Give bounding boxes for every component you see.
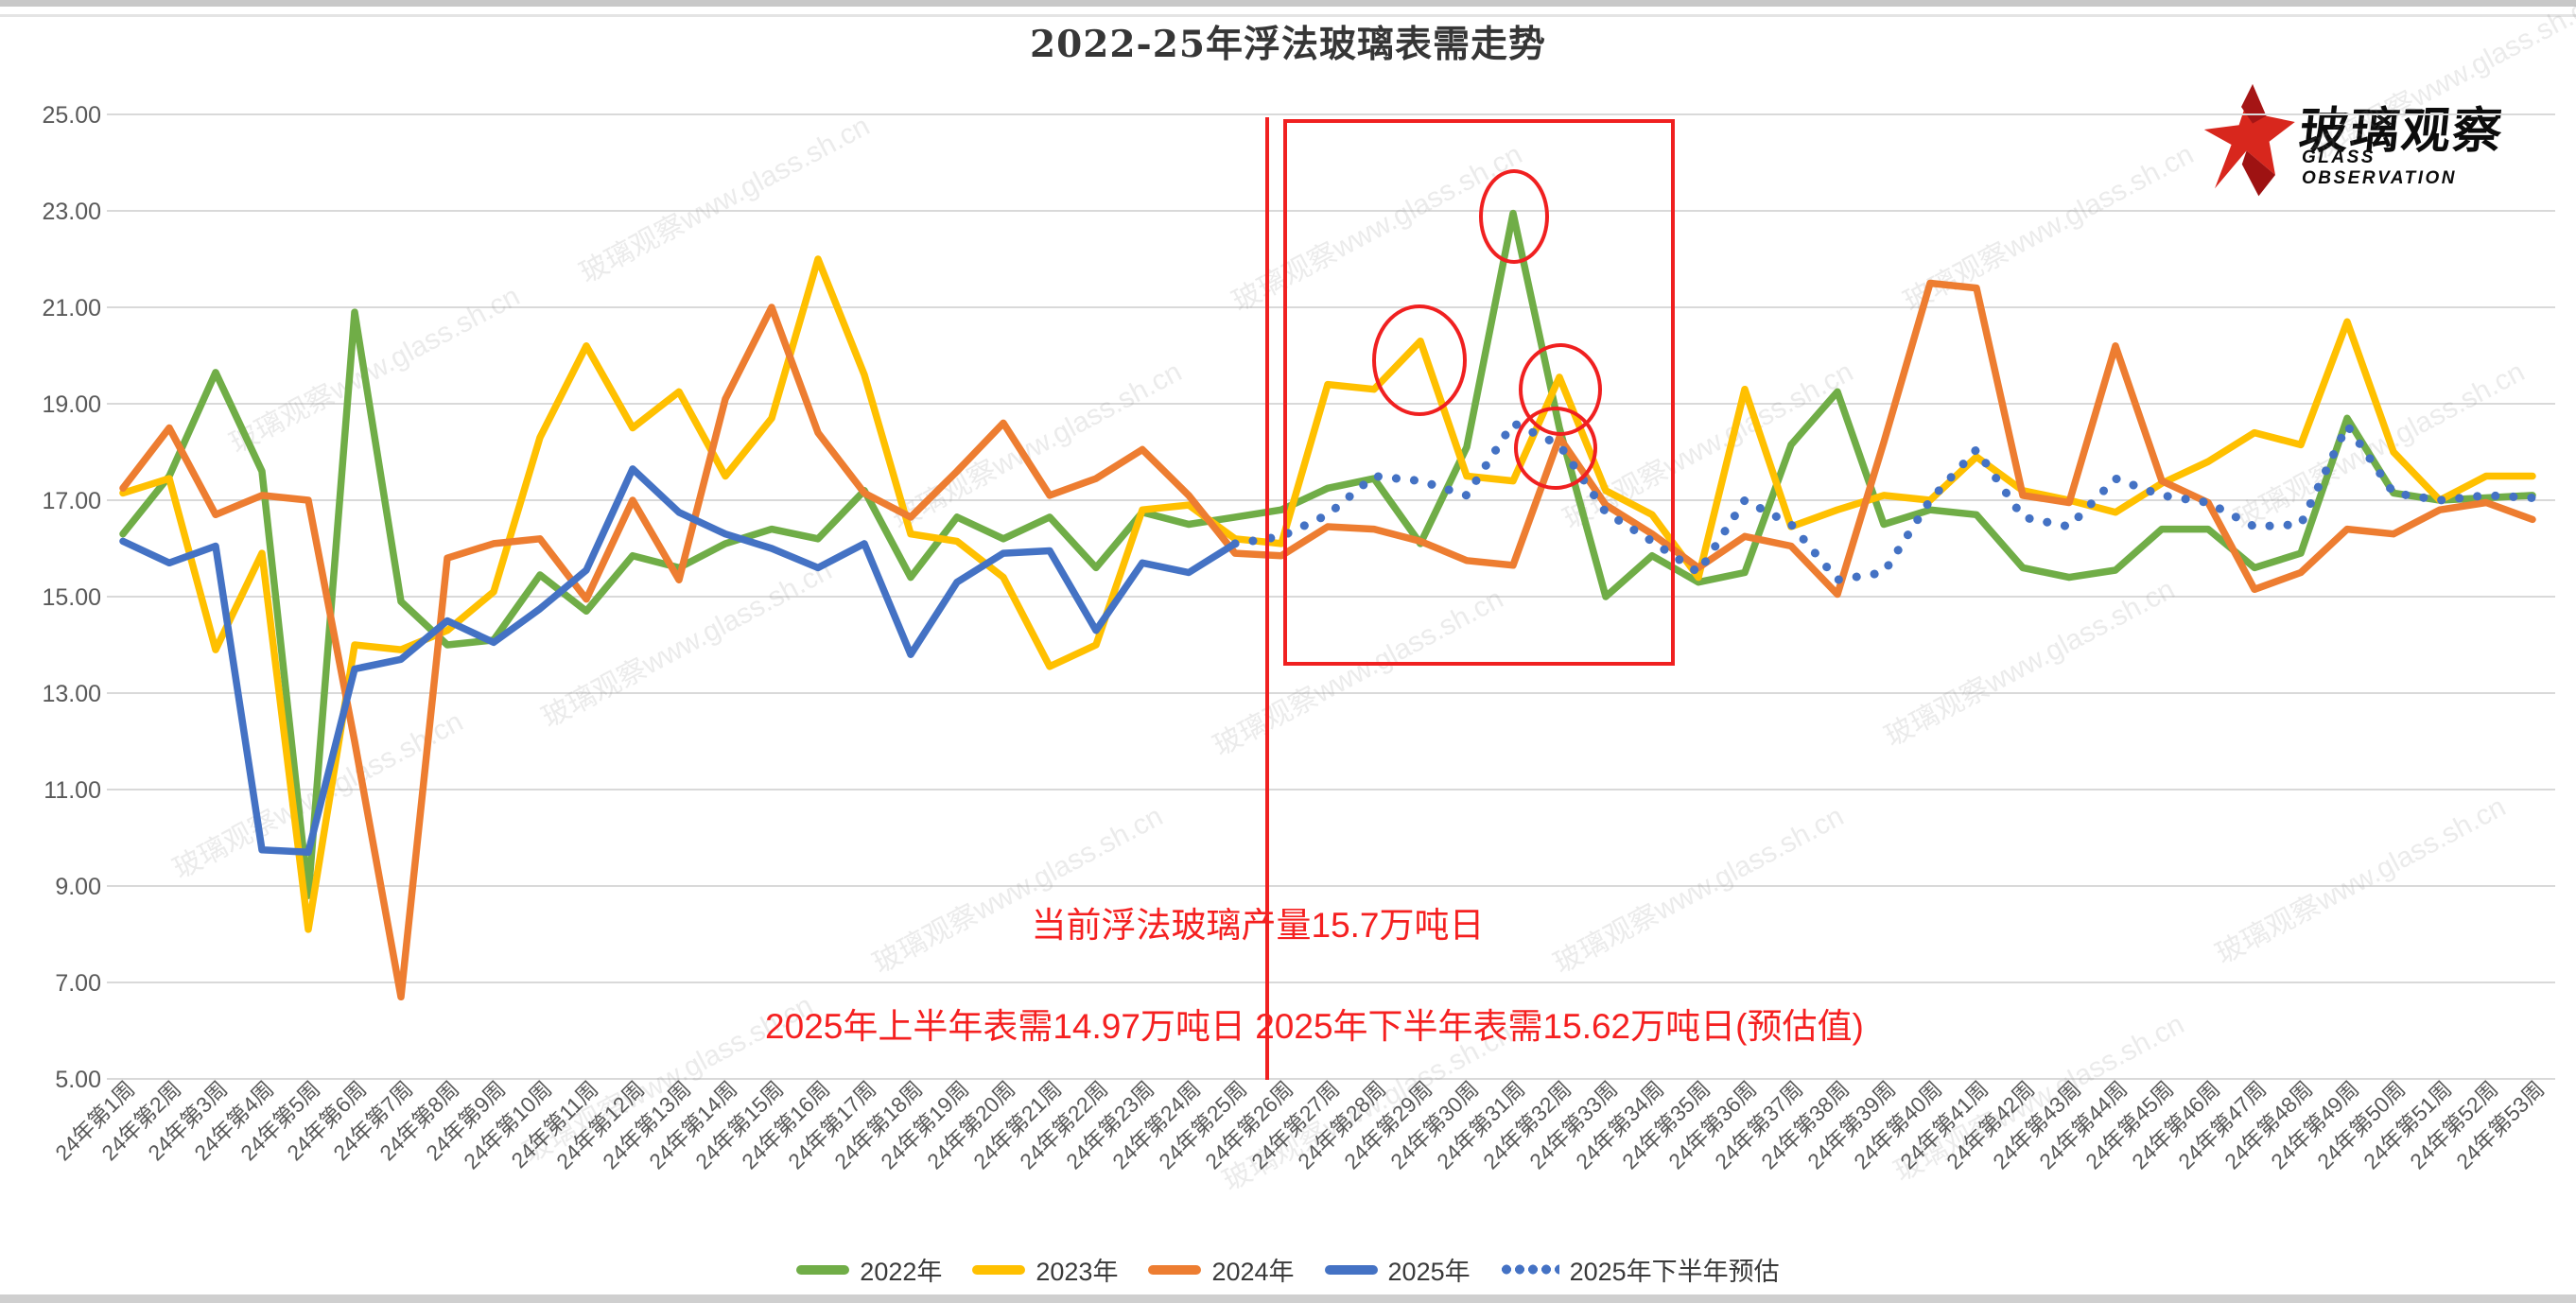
glass-observation-logo: 玻璃观察 GLASS OBSERVATION	[2200, 74, 2521, 206]
red-highlight-circle	[1372, 304, 1467, 416]
legend-item-2024: 2024年	[1148, 1251, 1295, 1288]
window-top-edge	[0, 0, 2576, 7]
legend-item-2025: 2025年	[1324, 1251, 1471, 1288]
legend-swatch-2022	[796, 1264, 850, 1275]
y-axis-labels: 25.00 23.00 21.00 19.00 17.00 15.00 13.00 11.00…	[42, 102, 101, 1093]
legend-item-2022: 2022年	[796, 1251, 942, 1288]
watermark-text: 玻璃观察www.glass.sh.cn	[575, 111, 875, 290]
y-tick-label: 15.00	[42, 584, 101, 611]
watermark-text: 玻璃观察www.glass.sh.cn	[2230, 356, 2530, 536]
legend-swatch-2024	[1148, 1264, 1202, 1275]
watermark-text: 玻璃观察www.glass.sh.cn	[1549, 801, 1849, 981]
red-vertical-divider	[1265, 117, 1269, 1080]
legend-swatch-2025	[1324, 1264, 1378, 1275]
y-tick-label: 5.00	[55, 1067, 101, 1093]
legend-item-2025-h2-estimate: 2025年下半年预估	[1500, 1251, 1780, 1288]
window-top-edge-line	[0, 14, 2576, 17]
y-tick-label: 23.00	[42, 199, 101, 225]
watermark-text: 玻璃观察www.glass.sh.cn	[537, 555, 837, 735]
y-tick-label: 17.00	[42, 488, 101, 514]
annotation-h1-demand: 2025年上半年表需14.97万吨日	[765, 1007, 1245, 1046]
legend-label-2025-h2-estimate: 2025年下半年预估	[1569, 1258, 1780, 1286]
window-bottom-edge	[0, 1294, 2576, 1303]
annotation-current-production: 当前浮法玻璃产量15.7万吨日	[1031, 906, 1485, 945]
watermark-text: 玻璃观察www.glass.sh.cn	[2306, 0, 2576, 166]
gridlines	[107, 113, 2555, 1080]
red-highlight-circle	[1514, 407, 1597, 490]
red-highlight-circle	[1479, 169, 1549, 264]
y-tick-label: 21.00	[42, 295, 101, 321]
y-tick-label: 9.00	[55, 874, 101, 900]
legend-label-2023: 2023年	[1036, 1258, 1119, 1286]
y-tick-label: 11.00	[44, 777, 101, 804]
series-2022年-line	[119, 209, 2536, 899]
legend-label-2024: 2024年	[1211, 1258, 1295, 1286]
series-2024年-line	[119, 279, 2536, 1001]
watermark-text: 玻璃观察www.glass.sh.cn	[2211, 791, 2511, 971]
legend-label-2025: 2025年	[1387, 1258, 1471, 1286]
watermark-text: 玻璃观察www.glass.sh.cn	[1899, 139, 2199, 319]
series-lines	[119, 209, 2537, 1001]
chart-title: 2022-25年浮法玻璃表需走势	[1029, 23, 1546, 66]
x-axis-labels: 24年第1周24年第2周24年第3周24年第4周24年第5周24年第6周24年第…	[50, 1076, 2549, 1173]
legend-swatch-2023	[972, 1264, 1026, 1275]
y-tick-label: 13.00	[42, 681, 101, 707]
y-tick-label: 25.00	[42, 102, 101, 129]
logo-subtitle: GLASS OBSERVATION	[2302, 148, 2458, 188]
watermark-text: 玻璃观察www.glass.sh.cn	[1880, 574, 2180, 754]
series-2023年-line	[119, 255, 2536, 933]
legend-label-2022: 2022年	[860, 1258, 943, 1286]
chart-legend: 2022年 2023年 2024年 2025年 2025年下半年预估	[0, 1251, 2576, 1288]
watermark-text: 玻璃观察www.glass.sh.cn	[868, 801, 1168, 981]
red-highlight-box	[1283, 119, 1675, 666]
series-2025年下半年预估-line	[1230, 418, 2537, 584]
annotation-h2-demand-estimate: 2025年下半年表需15.62万吨日(预估值)	[1255, 1007, 1864, 1046]
series-2025年-line	[119, 465, 1239, 857]
y-tick-label: 7.00	[55, 970, 101, 997]
legend-item-2023: 2023年	[972, 1251, 1118, 1288]
legend-swatch-2025-h2-estimate	[1500, 1264, 1559, 1275]
y-tick-label: 19.00	[42, 391, 101, 418]
